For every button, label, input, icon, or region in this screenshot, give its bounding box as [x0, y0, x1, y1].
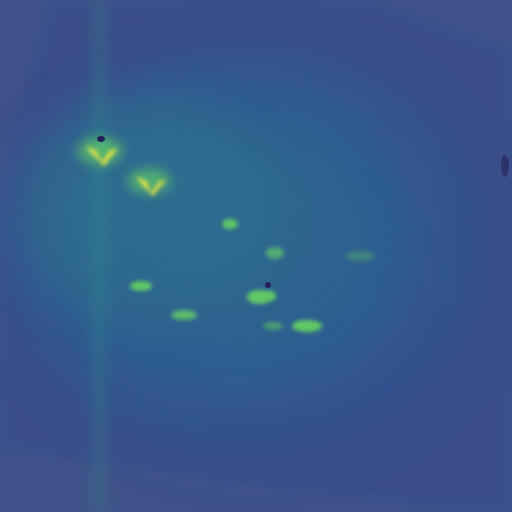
bright-region-top-left-core [85, 146, 118, 166]
bright-region-upper [128, 169, 170, 193]
small-bright-point-7 [292, 320, 322, 332]
dark-spot-group [97, 136, 509, 288]
bright-region-group [78, 138, 374, 332]
bright-region-upper-core [135, 176, 167, 196]
bright-region-top-left [78, 138, 122, 164]
disk-diffuse-glow-center [100, 190, 400, 380]
dark-spot-left [97, 136, 105, 142]
small-bright-point-2 [266, 247, 284, 259]
small-bright-point-4 [171, 310, 197, 320]
vertical-streak-artifact [91, 0, 107, 512]
small-bright-point-8 [263, 322, 283, 330]
small-bright-point-6 [264, 291, 276, 301]
small-bright-point-1 [222, 219, 238, 229]
small-bright-point-9 [346, 251, 374, 261]
small-bright-point-3 [130, 281, 152, 291]
dark-spot-center [265, 282, 271, 288]
dark-spot-edge [501, 155, 509, 177]
